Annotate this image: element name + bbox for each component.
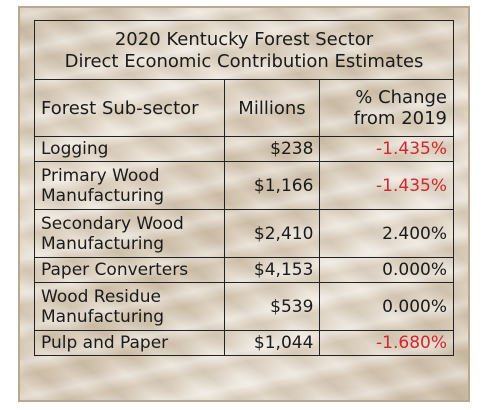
header-millions: Millions bbox=[223, 79, 321, 137]
subsector-label-line: Manufacturing bbox=[41, 185, 165, 206]
header-row: Forest Sub-sector Millions % Change from… bbox=[34, 79, 454, 137]
table-title: 2020 Kentucky Forest Sector Direct Econo… bbox=[34, 20, 454, 80]
subsector-label-line: Logging bbox=[41, 139, 109, 159]
title-row: 2020 Kentucky Forest Sector Direct Econo… bbox=[34, 20, 454, 80]
cell-subsector: Primary Wood Manufacturing bbox=[34, 161, 225, 210]
header-pct-line-1: % Change bbox=[355, 87, 447, 108]
header-subsector: Forest Sub-sector bbox=[34, 79, 225, 137]
subsector-label-line: Pulp and Paper bbox=[41, 333, 169, 353]
table-title-line-2: Direct Economic Contribution Estimates bbox=[64, 51, 424, 72]
table-row: Pulp and Paper $1,044 -1.680% bbox=[34, 330, 454, 356]
subsector-label-line: Wood Residue bbox=[41, 286, 161, 307]
cell-millions: $1,166 bbox=[223, 161, 321, 210]
header-pct-line-2: from 2019 bbox=[353, 108, 447, 129]
cell-millions: $4,153 bbox=[223, 257, 321, 283]
forest-sector-table: 2020 Kentucky Forest Sector Direct Econo… bbox=[34, 20, 454, 356]
cell-subsector: Pulp and Paper bbox=[34, 330, 225, 356]
table-body: Logging $238 -1.435% Primary Wood Manufactur… bbox=[34, 136, 454, 356]
cell-subsector: Logging bbox=[34, 136, 225, 162]
cell-subsector: Paper Converters bbox=[34, 257, 225, 283]
header-pct-change: % Change from 2019 bbox=[319, 79, 454, 137]
cell-millions: $2,410 bbox=[223, 209, 321, 258]
cell-millions: $238 bbox=[223, 136, 321, 162]
subsector-label-line: Paper Converters bbox=[41, 260, 189, 280]
subsector-label-line: Manufacturing bbox=[41, 233, 165, 254]
table-title-line-1: 2020 Kentucky Forest Sector bbox=[114, 29, 374, 50]
cell-pct-change: 0.000% bbox=[319, 282, 454, 331]
cell-pct-change: -1.435% bbox=[319, 136, 454, 162]
table-row: Wood Residue Manufacturing $539 0.000% bbox=[34, 282, 454, 331]
subsector-label-line: Manufacturing bbox=[41, 306, 165, 327]
cell-subsector: Wood Residue Manufacturing bbox=[34, 282, 225, 331]
cell-millions: $1,044 bbox=[223, 330, 321, 356]
table-row: Secondary Wood Manufacturing $2,410 2.400% bbox=[34, 209, 454, 258]
subsector-label-line: Secondary Wood bbox=[41, 213, 184, 234]
cell-pct-change: 0.000% bbox=[319, 257, 454, 283]
cell-millions: $539 bbox=[223, 282, 321, 331]
cell-subsector: Secondary Wood Manufacturing bbox=[34, 209, 225, 258]
subsector-label-line: Primary Wood bbox=[41, 165, 160, 186]
cell-pct-change: 2.400% bbox=[319, 209, 454, 258]
table-row: Primary Wood Manufacturing $1,166 -1.435% bbox=[34, 161, 454, 210]
cell-pct-change: -1.435% bbox=[319, 161, 454, 210]
cell-pct-change: -1.680% bbox=[319, 330, 454, 356]
table-row: Logging $238 -1.435% bbox=[34, 136, 454, 162]
table-row: Paper Converters $4,153 0.000% bbox=[34, 257, 454, 283]
